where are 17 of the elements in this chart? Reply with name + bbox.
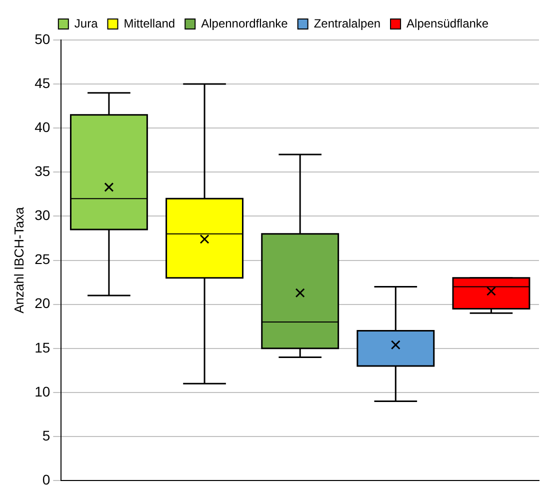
y-tick-label: 30 [34,207,50,224]
y-tick-label: 0 [42,471,50,488]
y-tick-label: 10 [34,383,50,400]
legend-label: Alpensüdflanke [406,16,489,30]
legend-label: Mittelland [124,16,176,30]
y-tick-label: 40 [34,118,50,135]
y-tick-label: 45 [34,74,50,91]
y-tick-label: 5 [42,427,50,444]
legend-label: Zentralalpen [314,16,381,30]
y-tick-label: 20 [34,295,50,312]
y-axis-title: Anzahl IBCH-Taxa [11,206,26,314]
y-tick-label: 15 [34,339,50,356]
legend-label: Jura [74,16,98,30]
legend-label: Alpennordflanke [201,16,288,30]
y-tick-label: 50 [34,30,50,47]
y-tick-label: 25 [34,251,50,268]
y-tick-label: 35 [34,163,50,180]
